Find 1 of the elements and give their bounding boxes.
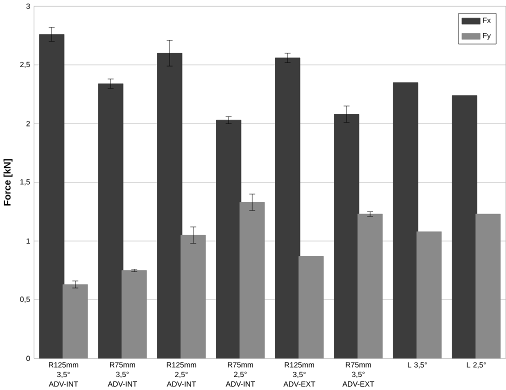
- y-axis-title: Force [kN]: [4, 159, 13, 206]
